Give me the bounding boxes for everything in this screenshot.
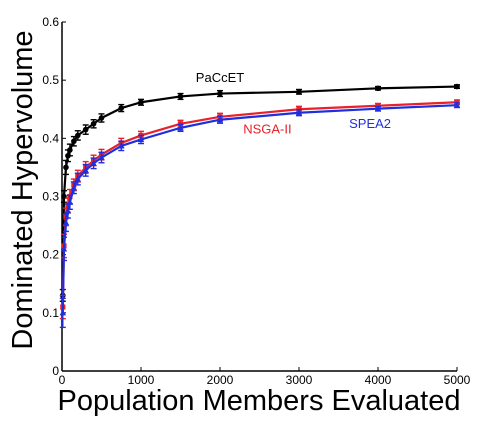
series-group: [59, 83, 461, 329]
data-point: [82, 166, 89, 173]
data-point: [217, 90, 223, 97]
data-point: [90, 159, 97, 166]
data-point: [82, 126, 89, 133]
y-tick-label: 0.1: [42, 306, 59, 320]
data-point: [295, 109, 303, 116]
data-point: [374, 105, 382, 112]
data-point: [70, 184, 78, 191]
series-label-nsga-ii: NSGA-II: [243, 122, 291, 137]
data-point: [375, 85, 381, 92]
series-label-spea2: SPEA2: [349, 116, 391, 131]
series-label-paccet: PaCcET: [196, 70, 244, 85]
series-spea2: [59, 101, 461, 329]
data-point: [64, 207, 72, 214]
x-axis-title: Population Members Evaluated: [57, 385, 460, 417]
y-tick-label: 0.3: [42, 190, 59, 204]
x-tick-label: 0: [59, 373, 66, 387]
y-tick-label: 0.5: [42, 73, 59, 87]
data-point: [138, 99, 144, 106]
x-tick-label: 3000: [286, 373, 313, 387]
data-point: [75, 132, 81, 139]
data-point: [71, 138, 77, 145]
data-point: [454, 83, 460, 90]
data-point: [90, 120, 97, 127]
data-point: [296, 89, 302, 95]
data-point: [118, 105, 125, 111]
data-point: [60, 245, 68, 252]
x-tick-label: 1000: [128, 373, 155, 387]
y-tick-label: 0: [52, 364, 59, 378]
data-point: [59, 309, 66, 316]
data-point: [177, 124, 184, 131]
data-point: [118, 142, 125, 149]
y-tick-label: 0.4: [42, 131, 59, 145]
x-tick-label: 4000: [365, 373, 392, 387]
data-point: [62, 219, 70, 226]
data-point: [67, 147, 73, 153]
data-point: [98, 154, 105, 161]
data-point: [66, 198, 74, 205]
y-tick-label: 0.2: [42, 248, 59, 262]
y-axis-title: Dominated Hypervolume: [7, 30, 39, 349]
data-point: [216, 116, 224, 123]
data-point: [453, 101, 461, 108]
series-paccet: [59, 83, 460, 302]
axes: 0 0.1 0.2 0.3 0.4 0.5 0.6 0 1000 2000 3000 4000 5000: [42, 15, 470, 387]
data-point: [74, 175, 81, 182]
x-tick-label: 5000: [444, 373, 471, 387]
x-tick-label: 2000: [207, 373, 234, 387]
data-point: [137, 136, 145, 143]
series-labels: PaCcET NSGA-II SPEA2: [196, 70, 391, 137]
series-line-paccet: [61, 85, 458, 296]
y-tick-label: 0.6: [42, 15, 59, 29]
data-point: [177, 93, 184, 100]
data-point: [98, 115, 105, 121]
data-point: [63, 164, 69, 171]
